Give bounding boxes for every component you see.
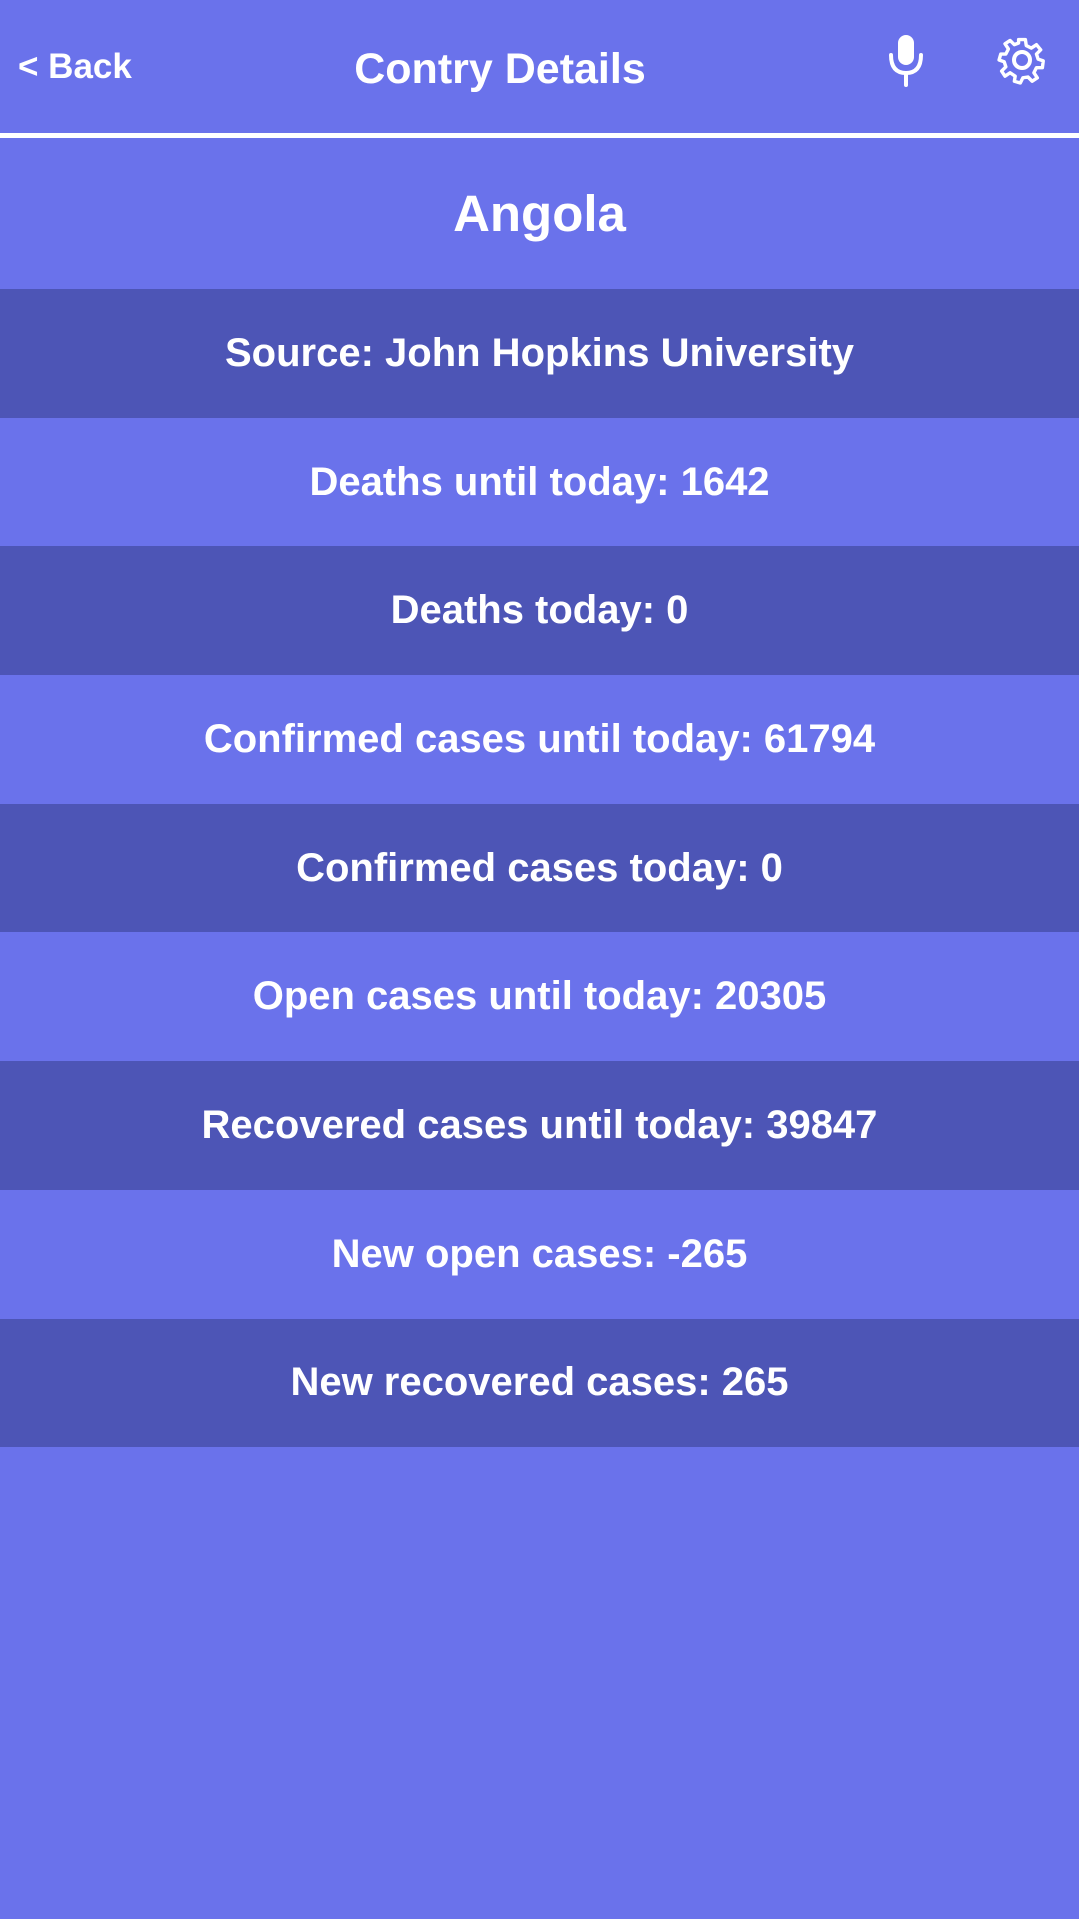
stat-deaths-today: Deaths today: 0	[0, 546, 1079, 676]
stat-confirmed-total: Confirmed cases until today: 61794	[0, 675, 1079, 804]
country-name: Angola	[0, 138, 1079, 289]
stat-open-total: Open cases until today: 20305	[0, 932, 1079, 1062]
gear-icon	[997, 37, 1045, 85]
header-divider	[0, 133, 1079, 138]
stat-source: Source: John Hopkins University	[0, 289, 1079, 418]
stats-list: Source: John Hopkins University Deaths u…	[0, 289, 1079, 1448]
back-button[interactable]: < Back	[18, 47, 132, 86]
stat-deaths-total: Deaths until today: 1642	[0, 417, 1079, 547]
stat-new-open: New open cases: -265	[0, 1189, 1079, 1319]
page-title: Contry Details	[354, 45, 646, 93]
microphone-button[interactable]	[874, 28, 938, 92]
stat-confirmed-today: Confirmed cases today: 0	[0, 803, 1079, 933]
microphone-icon	[889, 35, 923, 87]
stat-new-recovered: New recovered cases: 265	[0, 1318, 1079, 1448]
app-header: < Back Contry Details	[0, 0, 1079, 133]
stat-recovered-total: Recovered cases until today: 39847	[0, 1061, 1079, 1190]
settings-button[interactable]	[990, 28, 1054, 92]
